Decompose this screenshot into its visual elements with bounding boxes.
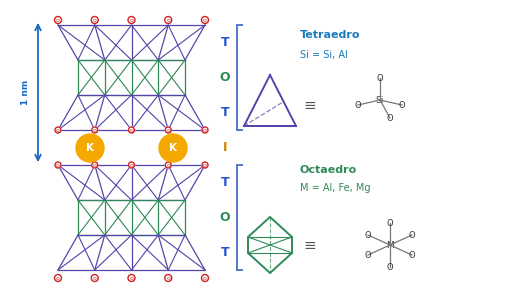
- Circle shape: [165, 127, 171, 133]
- Text: O: O: [354, 100, 361, 110]
- Text: T: T: [221, 36, 229, 49]
- Text: Si: Si: [376, 95, 384, 104]
- Text: T: T: [221, 246, 229, 259]
- Text: o: o: [93, 128, 97, 132]
- Circle shape: [165, 162, 171, 168]
- Circle shape: [165, 17, 172, 23]
- Text: o: o: [93, 18, 97, 22]
- Text: O: O: [220, 71, 230, 84]
- Circle shape: [201, 17, 208, 23]
- Circle shape: [165, 274, 172, 282]
- Text: Si = Si, Al: Si = Si, Al: [300, 50, 348, 60]
- Text: 1 nm: 1 nm: [21, 80, 30, 105]
- Text: o: o: [129, 18, 134, 22]
- Circle shape: [128, 127, 135, 133]
- Text: o: o: [203, 128, 207, 132]
- Text: o: o: [93, 163, 97, 168]
- Text: o: o: [167, 275, 170, 281]
- Text: o: o: [203, 275, 207, 281]
- Circle shape: [128, 274, 135, 282]
- Circle shape: [55, 162, 61, 168]
- Text: o: o: [129, 128, 134, 132]
- Text: o: o: [56, 275, 60, 281]
- Circle shape: [55, 127, 61, 133]
- Circle shape: [128, 17, 135, 23]
- Text: K: K: [169, 143, 177, 153]
- Text: o: o: [129, 275, 134, 281]
- Circle shape: [54, 17, 62, 23]
- Text: o: o: [56, 18, 60, 22]
- Text: O: O: [387, 262, 393, 271]
- Text: T: T: [221, 106, 229, 119]
- Text: O: O: [399, 100, 405, 110]
- Text: o: o: [167, 163, 170, 168]
- Text: O: O: [409, 250, 416, 260]
- Text: O: O: [377, 74, 383, 83]
- Text: K: K: [86, 143, 94, 153]
- Circle shape: [202, 127, 208, 133]
- Text: o: o: [56, 163, 60, 168]
- Text: ≡: ≡: [304, 98, 316, 112]
- Circle shape: [159, 134, 187, 162]
- Text: O: O: [365, 250, 371, 260]
- Circle shape: [92, 127, 98, 133]
- Text: M = Al, Fe, Mg: M = Al, Fe, Mg: [300, 183, 371, 193]
- Text: Octaedro: Octaedro: [300, 165, 357, 175]
- Text: o: o: [167, 18, 170, 22]
- Circle shape: [91, 17, 98, 23]
- Text: I: I: [223, 141, 227, 154]
- Text: o: o: [203, 163, 207, 168]
- Text: O: O: [409, 230, 416, 240]
- Circle shape: [76, 134, 104, 162]
- Circle shape: [54, 274, 62, 282]
- Text: Tetraedro: Tetraedro: [300, 30, 361, 40]
- Text: O: O: [387, 218, 393, 228]
- Text: ≡: ≡: [304, 237, 316, 253]
- Text: T: T: [221, 176, 229, 189]
- Polygon shape: [248, 217, 292, 273]
- Text: O: O: [220, 211, 230, 224]
- Text: o: o: [167, 128, 170, 132]
- Text: o: o: [93, 275, 97, 281]
- Text: o: o: [56, 128, 60, 132]
- Circle shape: [201, 274, 208, 282]
- Circle shape: [202, 162, 208, 168]
- Text: O: O: [387, 114, 393, 123]
- Circle shape: [128, 162, 135, 168]
- Circle shape: [91, 274, 98, 282]
- Circle shape: [92, 162, 98, 168]
- Text: M: M: [386, 241, 394, 249]
- Text: o: o: [203, 18, 207, 22]
- Text: O: O: [365, 230, 371, 240]
- Text: o: o: [129, 163, 134, 168]
